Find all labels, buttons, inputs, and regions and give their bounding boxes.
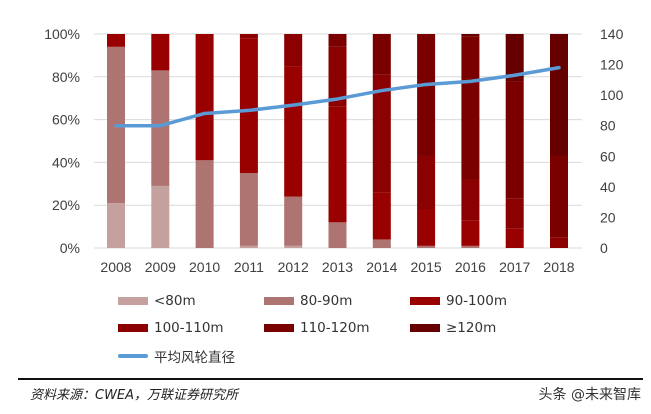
- right-axis-tick-label: 40: [600, 179, 616, 195]
- x-axis-tick-label: 2008: [100, 259, 131, 275]
- bar-segment: [550, 155, 568, 238]
- x-axis-tick-label: 2018: [543, 259, 574, 275]
- bar-segment: [328, 106, 347, 223]
- legend-swatch: [118, 324, 148, 332]
- bar-segment: [239, 38, 258, 174]
- bar-segment: [372, 239, 391, 248]
- bar-segment: [328, 222, 347, 248]
- bar-segment: [151, 70, 170, 186]
- bar-segment: [417, 209, 436, 246]
- legend-swatch: [118, 297, 148, 305]
- x-axis-tick-label: 2013: [322, 259, 353, 275]
- bar-segment: [505, 81, 524, 199]
- bar-segment: [151, 34, 170, 71]
- legend-swatch: [264, 297, 294, 305]
- left-axis-tick-label: 20%: [52, 197, 80, 213]
- right-axis-tick-label: 80: [600, 118, 616, 134]
- legend-label: 110-120m: [300, 320, 370, 336]
- left-axis-tick-label: 100%: [44, 26, 80, 42]
- legend-label: 平均风轮直径: [154, 350, 235, 366]
- legend-label: 100-110m: [154, 320, 224, 336]
- x-axis-tick-label: 2012: [278, 259, 309, 275]
- bar-segment: [239, 34, 258, 39]
- legend-item-lt80: <80m: [118, 293, 196, 309]
- bar-segment: [461, 220, 480, 246]
- right-axis-tick-label: 60: [600, 148, 616, 164]
- legend-item-110-120: 110-120m: [264, 320, 370, 336]
- bar-segment: [239, 245, 258, 248]
- bar-segment: [461, 34, 480, 37]
- bar-segment: [284, 66, 303, 197]
- legend-label: 90-100m: [446, 293, 507, 309]
- legend-swatch: [410, 297, 440, 305]
- legend-label: ≥120m: [446, 320, 497, 336]
- legend-swatch: [264, 324, 294, 332]
- legend-label: <80m: [154, 293, 196, 309]
- bar-segment: [284, 245, 303, 248]
- watermark: 头条 @未来智库: [538, 387, 641, 403]
- left-axis-tick-label: 80%: [52, 69, 80, 85]
- bar-segment: [505, 198, 524, 229]
- bar-segment: [417, 155, 436, 210]
- bar-segment: [284, 196, 303, 246]
- x-axis-tick-label: 2015: [411, 259, 442, 275]
- bar-segment: [550, 34, 568, 156]
- left-axis-tick-label: 0%: [60, 240, 80, 256]
- legend-swatch: [410, 324, 440, 332]
- bar-segment: [505, 228, 524, 248]
- right-axis-tick-label: 120: [600, 57, 624, 73]
- x-axis-tick-label: 2016: [455, 259, 486, 275]
- x-axis-tick-label: 2010: [189, 259, 220, 275]
- bar-segment: [461, 36, 480, 180]
- legend-item-80-90: 80-90m: [264, 293, 352, 309]
- bar-segment: [461, 245, 480, 248]
- left-axis-tick-label: 60%: [52, 112, 80, 128]
- bar-segment: [107, 203, 125, 248]
- legend-item-100-110: 100-110m: [118, 320, 224, 336]
- line-series-avg-diameter: [114, 65, 561, 128]
- footer-rule: [18, 378, 643, 380]
- right-axis-tick-label: 0: [600, 240, 608, 256]
- x-axis-tick-label: 2009: [145, 259, 176, 275]
- bar-segment: [195, 160, 214, 248]
- chart-plot: 0% 20% 40% 60% 80% 100% 0 20 40 60 80 100 120 140 2008…: [44, 26, 624, 275]
- x-axis-tick-label: 2017: [499, 259, 530, 275]
- right-axis-tick-label: 140: [600, 26, 624, 42]
- x-axis-tick-label: 2011: [234, 259, 264, 275]
- bar-segment: [372, 74, 391, 193]
- right-axis-tick-label: 20: [600, 209, 616, 225]
- legend-item-ge120: ≥120m: [410, 320, 496, 336]
- bar-segment: [505, 34, 524, 82]
- bar-segment: [239, 173, 258, 246]
- bar-segment: [328, 46, 347, 107]
- bar-segment: [417, 34, 436, 156]
- source-note: 资料来源：CWEA，万联证券研究所: [30, 388, 239, 403]
- legend-item-avg-diameter: 平均风轮直径: [118, 346, 235, 366]
- legend-line-swatch: [118, 354, 148, 358]
- bar-segment: [328, 34, 347, 47]
- bar-segment: [550, 237, 568, 248]
- x-axis-tick-label: 2014: [366, 259, 397, 275]
- left-axis-tick-label: 40%: [52, 154, 80, 170]
- legend-label: 80-90m: [300, 293, 353, 309]
- bar-segment: [107, 34, 125, 47]
- bar-segment: [195, 34, 214, 161]
- bar-segment: [284, 34, 303, 67]
- bar-segment: [461, 179, 480, 221]
- bar-segment: [372, 34, 391, 75]
- bar-segment: [417, 245, 436, 248]
- bar-segment: [372, 192, 391, 240]
- right-axis-tick-label: 100: [600, 87, 624, 103]
- bar-segment: [151, 185, 170, 248]
- legend-item-90-100: 90-100m: [410, 293, 507, 309]
